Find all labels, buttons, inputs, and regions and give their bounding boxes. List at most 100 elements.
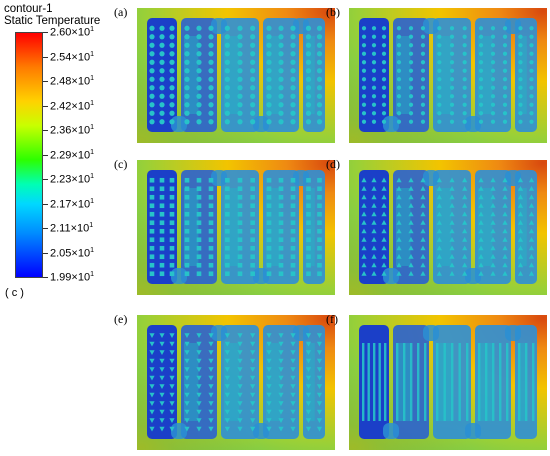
pin-fin <box>499 343 502 421</box>
pin-fin <box>424 343 427 421</box>
pin-fin <box>169 110 175 116</box>
pin-fin <box>224 51 230 57</box>
pin-fin <box>381 51 387 56</box>
flow-streak <box>266 188 281 266</box>
pin-fin <box>266 76 272 82</box>
pin-fin <box>518 68 523 73</box>
pin-fin <box>396 68 402 73</box>
pin-fin <box>502 228 508 234</box>
pin-fin <box>381 102 387 107</box>
pin-fin <box>518 51 523 56</box>
pin-fin <box>420 26 426 31</box>
channel-turn <box>211 325 227 341</box>
pin-fin <box>396 111 402 116</box>
pin-fin <box>381 34 387 39</box>
pin-fin <box>225 194 230 200</box>
pin-fin <box>449 51 455 56</box>
pin-fin <box>250 59 256 65</box>
pin-fin <box>462 34 467 39</box>
pin-fin <box>396 60 402 65</box>
pin-fin <box>250 68 256 74</box>
pin-fin <box>528 236 535 242</box>
pin-fin <box>502 262 508 268</box>
pin-fin <box>361 262 367 268</box>
pin-fin <box>408 185 414 191</box>
pin-fin <box>305 418 312 424</box>
pin-fin <box>196 110 202 116</box>
pin-fin <box>420 245 426 251</box>
pin-fin <box>371 236 377 242</box>
pin-fin <box>371 219 377 225</box>
legend-title-line1: contour-1 <box>4 3 53 15</box>
pin-fin <box>196 254 202 260</box>
pin-fin <box>371 119 377 124</box>
pin-fin <box>305 367 312 373</box>
pin-fin <box>237 194 243 200</box>
pin-fin <box>159 367 165 373</box>
pin-fin <box>250 51 256 57</box>
pin-fin <box>462 177 468 183</box>
pin-fin <box>437 60 442 65</box>
pin-fin <box>436 219 442 225</box>
pin-fin <box>290 102 296 108</box>
pin-fin <box>361 68 367 73</box>
pin-fin <box>478 119 484 124</box>
pin-fin <box>529 94 534 99</box>
pin-fin <box>381 219 387 225</box>
pin-fin <box>169 426 175 432</box>
channel-turn <box>171 116 187 132</box>
legend-title-line2: Static Temperature <box>4 15 101 27</box>
pin-fin <box>225 220 230 226</box>
pin-fin <box>266 418 272 424</box>
pin-fin <box>361 119 367 124</box>
pin-fin <box>159 418 165 424</box>
flow-streak <box>306 343 315 421</box>
pin-fin <box>169 194 175 200</box>
pin-fin <box>306 211 311 217</box>
pin-fin <box>169 262 175 268</box>
pin-fin <box>305 59 312 65</box>
channel-turn <box>465 268 481 284</box>
pin-fin <box>396 253 402 259</box>
pin-fin <box>518 102 523 107</box>
pin-fin <box>184 245 190 251</box>
pin-fin <box>305 333 312 339</box>
pin-fin <box>462 202 468 208</box>
pin-fin <box>408 262 414 268</box>
pin-fin <box>518 43 523 48</box>
pin-fin <box>250 228 255 234</box>
pin-fin <box>528 228 535 234</box>
pin-fin <box>196 384 202 390</box>
pin-fin <box>149 237 155 243</box>
pin-fin <box>149 110 155 116</box>
pin-fin <box>449 202 455 208</box>
pin-fin <box>528 185 535 191</box>
pin-fin <box>529 68 534 73</box>
pin-fin <box>305 51 312 57</box>
pin-fin <box>224 350 230 356</box>
pin-fin <box>305 350 312 356</box>
pin-fin <box>408 111 414 116</box>
pin-fin <box>436 228 442 234</box>
pin-fin <box>396 245 402 251</box>
pin-fin <box>278 367 284 373</box>
pin-fin <box>410 343 413 421</box>
panel-label: (b) <box>326 5 340 19</box>
channel-pass <box>433 170 471 284</box>
pin-fin <box>169 119 175 125</box>
pin-fin <box>316 350 323 356</box>
pin-fin <box>381 270 387 276</box>
pin-fin <box>184 228 190 234</box>
pin-fin <box>224 358 230 364</box>
pin-fin <box>420 236 426 242</box>
pin-fin <box>237 384 243 390</box>
pin-fin <box>237 102 243 108</box>
channel-turn <box>505 325 521 341</box>
pin-fin <box>184 341 190 347</box>
pin-fin <box>305 358 312 364</box>
pin-fin <box>478 219 484 225</box>
pin-fin <box>237 375 243 381</box>
pin-fin <box>266 42 272 48</box>
pin-fin <box>316 119 323 125</box>
pin-fin <box>266 119 272 125</box>
